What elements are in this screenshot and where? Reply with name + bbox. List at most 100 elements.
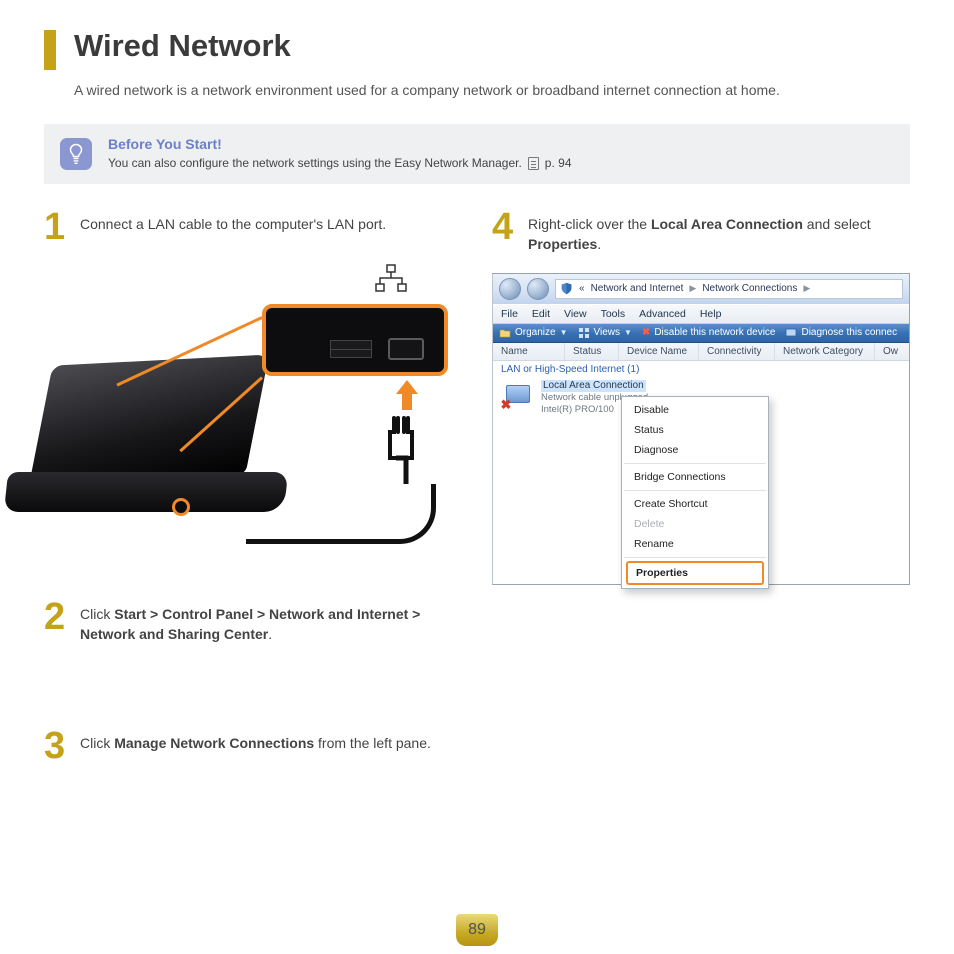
ctx-delete: Delete xyxy=(622,514,768,534)
page-ref: p. 94 xyxy=(545,156,572,170)
step-3-text: Click Manage Network Connections from th… xyxy=(80,731,431,765)
folder-icon xyxy=(499,327,511,339)
organize-label: Organize xyxy=(515,327,556,338)
back-button[interactable] xyxy=(499,278,521,300)
ctx-status[interactable]: Status xyxy=(622,420,768,440)
ctx-separator xyxy=(624,490,766,491)
menu-edit[interactable]: Edit xyxy=(532,308,550,320)
views-icon xyxy=(578,327,590,339)
left-column: 1 Connect a LAN cable to the computer's … xyxy=(44,212,456,783)
disable-device-button[interactable]: ✖ Disable this network device xyxy=(642,327,776,338)
laptop-illustration xyxy=(44,264,456,544)
breadcrumb-sep-icon: ▶ xyxy=(689,283,696,294)
col-status[interactable]: Status xyxy=(565,343,619,360)
views-button[interactable]: Views ▼ xyxy=(578,327,632,339)
lan-port-zoom xyxy=(262,304,448,376)
lan-port xyxy=(388,338,424,360)
page-intro: A wired network is a network environment… xyxy=(0,78,954,116)
x-icon: ✖ xyxy=(642,327,650,338)
page-title: Wired Network xyxy=(74,28,291,64)
before-you-start-callout: Before You Start! You can also configure… xyxy=(44,124,910,184)
step-1: 1 Connect a LAN cable to the computer's … xyxy=(44,212,456,246)
caret-down-icon: ▼ xyxy=(560,328,568,337)
forward-button[interactable] xyxy=(527,278,549,300)
col-name[interactable]: Name xyxy=(493,343,565,360)
step-4-pre: Right-click over the xyxy=(528,216,651,232)
ctx-diagnose[interactable]: Diagnose xyxy=(622,440,768,460)
diagnose-button[interactable]: Diagnose this connec xyxy=(785,327,897,339)
menu-tools[interactable]: Tools xyxy=(601,308,626,320)
usb-ports xyxy=(330,340,372,358)
right-column: 4 Right-click over the Local Area Connec… xyxy=(492,212,910,783)
breadcrumb-seg2[interactable]: Network Connections xyxy=(702,283,797,294)
lan-cable xyxy=(246,484,436,544)
step-2-number: 2 xyxy=(44,598,72,645)
menu-view[interactable]: View xyxy=(564,308,587,320)
col-device[interactable]: Device Name xyxy=(619,343,699,360)
step-3-number: 3 xyxy=(44,727,72,765)
callout-title: Before You Start! xyxy=(108,136,572,152)
breadcrumb-sep-icon: ▶ xyxy=(803,283,810,294)
network-connections-screenshot: « Network and Internet ▶ Network Connect… xyxy=(492,273,910,585)
caret-down-icon: ▼ xyxy=(624,328,632,337)
connection-list: ✖ Local Area Connection Network cable un… xyxy=(493,378,909,584)
content-columns: 1 Connect a LAN cable to the computer's … xyxy=(0,212,954,783)
step-4-text: Right-click over the Local Area Connecti… xyxy=(528,212,910,255)
ctx-rename[interactable]: Rename xyxy=(622,534,768,554)
menu-help[interactable]: Help xyxy=(700,308,722,320)
menu-bar: File Edit View Tools Advanced Help xyxy=(493,304,909,324)
step-3-bold: Manage Network Connections xyxy=(114,735,314,751)
organize-button[interactable]: Organize ▼ xyxy=(499,327,568,339)
step-2-post: . xyxy=(268,626,272,642)
callout-text: You can also configure the network setti… xyxy=(108,156,522,170)
rj45-plug-icon xyxy=(380,414,422,484)
connection-icon: ✖ xyxy=(503,380,533,408)
shield-icon xyxy=(560,282,573,295)
address-bar[interactable]: « Network and Internet ▶ Network Connect… xyxy=(555,279,903,299)
col-category[interactable]: Network Category xyxy=(775,343,875,360)
step-4-post: . xyxy=(597,236,601,252)
step-4-mid: and select xyxy=(803,216,871,232)
col-connectivity[interactable]: Connectivity xyxy=(699,343,775,360)
step-3: 3 Click Manage Network Connections from … xyxy=(44,731,456,765)
page-ref-icon xyxy=(528,157,539,170)
callout-content: Before You Start! You can also configure… xyxy=(108,136,572,170)
disable-label: Disable this network device xyxy=(654,327,775,338)
ctx-bridge[interactable]: Bridge Connections xyxy=(622,467,768,487)
laptop-lid xyxy=(29,354,269,485)
step-1-number: 1 xyxy=(44,208,72,246)
ctx-separator xyxy=(624,557,766,558)
step-1-text: Connect a LAN cable to the computer's LA… xyxy=(80,212,386,246)
breadcrumb-seg1[interactable]: Network and Internet xyxy=(591,283,684,294)
monitor-icon xyxy=(785,327,797,339)
diagnose-label: Diagnose this connec xyxy=(801,327,897,338)
step-4-bold2: Properties xyxy=(528,236,597,252)
menu-advanced[interactable]: Advanced xyxy=(639,308,686,320)
col-owner[interactable]: Ow xyxy=(875,343,909,360)
menu-file[interactable]: File xyxy=(501,308,518,320)
arrow-up-icon xyxy=(394,380,420,415)
step-2-pre: Click xyxy=(80,606,114,622)
context-menu: Disable Status Diagnose Bridge Connectio… xyxy=(621,396,769,589)
lightbulb-icon xyxy=(60,138,92,170)
step-4-bold1: Local Area Connection xyxy=(651,216,803,232)
page-number-badge: 89 xyxy=(456,914,498,946)
callout-body: You can also configure the network setti… xyxy=(108,156,572,170)
ctx-separator xyxy=(624,463,766,464)
ctx-disable[interactable]: Disable xyxy=(622,400,768,420)
lan-port-highlight xyxy=(172,498,190,516)
views-label: Views xyxy=(594,327,621,338)
step-3-pre: Click xyxy=(80,735,114,751)
section-header: LAN or High-Speed Internet (1) xyxy=(493,361,909,378)
step-2-bold: Start > Control Panel > Network and Inte… xyxy=(80,606,420,642)
connection-name: Local Area Connection xyxy=(541,380,646,393)
unplugged-x-icon: ✖ xyxy=(499,398,513,412)
command-bar: Organize ▼ Views ▼ ✖ Disable this networ… xyxy=(493,324,909,343)
step-4-number: 4 xyxy=(492,208,520,255)
ctx-shortcut[interactable]: Create Shortcut xyxy=(622,494,768,514)
breadcrumb-glyph: « xyxy=(579,283,585,294)
ethernet-symbol-icon xyxy=(374,264,408,299)
ctx-properties[interactable]: Properties xyxy=(626,561,764,585)
step-2: 2 Click Start > Control Panel > Network … xyxy=(44,602,456,645)
window-titlebar: « Network and Internet ▶ Network Connect… xyxy=(493,274,909,304)
